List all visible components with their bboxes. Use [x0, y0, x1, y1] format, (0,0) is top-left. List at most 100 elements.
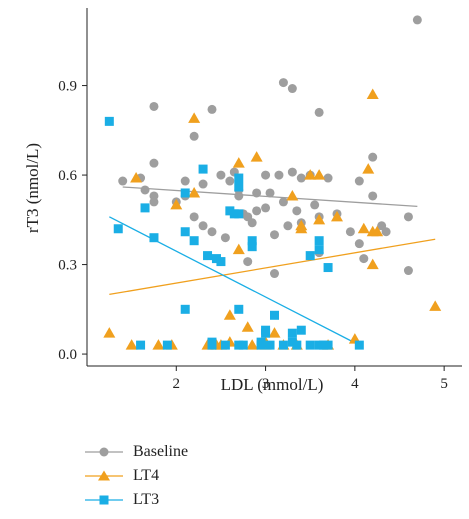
point-lt3-2: [136, 340, 146, 350]
point-lt3-9: [189, 236, 199, 246]
point-lt3-31: [265, 340, 275, 350]
point-baseline-29: [261, 203, 271, 213]
point-lt4-12: [223, 309, 236, 320]
point-baseline-27: [252, 206, 262, 216]
point-baseline-10: [189, 131, 199, 141]
point-baseline-52: [359, 254, 369, 264]
point-lt4-20: [268, 327, 281, 338]
point-baseline-39: [292, 206, 302, 216]
point-lt3-21: [234, 209, 244, 219]
legend-label-baseline: Baseline: [133, 443, 189, 460]
point-baseline-15: [207, 227, 217, 237]
fit-lines-layer: [109, 186, 436, 346]
point-lt4-14: [232, 243, 245, 255]
x-tick-label-0: 2: [173, 376, 181, 392]
legend: Baseline LT4 LT3: [85, 440, 188, 512]
point-lt4-17: [250, 151, 263, 162]
point-lt3-34: [287, 328, 297, 338]
point-lt4-34: [366, 88, 379, 100]
point-lt3-6: [180, 227, 190, 237]
point-lt3-37: [296, 325, 306, 335]
point-lt3-13: [207, 337, 217, 347]
point-lt3-3: [140, 203, 150, 213]
point-baseline-3: [149, 101, 159, 111]
point-lt4-26: [304, 169, 317, 180]
point-baseline-25: [247, 218, 257, 228]
point-lt4-28: [313, 213, 326, 225]
point-lt4-22: [286, 189, 299, 201]
point-baseline-35: [278, 197, 288, 207]
point-lt4-38: [429, 300, 442, 311]
legend-item-lt4: LT4: [85, 464, 188, 488]
point-baseline-30: [265, 188, 275, 198]
point-baseline-2: [140, 185, 150, 195]
point-baseline-56: [381, 227, 391, 237]
point-baseline-53: [368, 152, 378, 162]
point-lt3-22: [234, 304, 244, 314]
point-lt4-6: [188, 112, 201, 123]
point-lt3-8: [180, 304, 190, 314]
point-lt3-5: [162, 340, 172, 350]
y-tick-label-1: 0.3: [58, 258, 77, 274]
point-baseline-33: [274, 170, 284, 180]
point-lt3-36: [292, 340, 302, 350]
point-lt3-38: [305, 340, 315, 350]
point-lt3-44: [323, 263, 333, 273]
point-lt3-7: [180, 188, 190, 198]
point-lt3-19: [234, 173, 244, 183]
point-baseline-4: [149, 158, 159, 168]
point-lt3-15: [216, 257, 226, 267]
x-tick-label-2: 4: [351, 376, 359, 392]
point-baseline-6: [149, 197, 159, 207]
fit-line-lt4: [109, 238, 436, 296]
point-baseline-16: [216, 170, 226, 180]
point-lt4-2: [130, 172, 143, 183]
point-lt3-20: [234, 182, 244, 192]
point-baseline-37: [287, 84, 297, 94]
point-baseline-36: [283, 221, 293, 231]
point-lt4-25: [295, 222, 308, 234]
point-lt3-25: [247, 242, 257, 252]
point-lt4-16: [246, 339, 259, 350]
point-lt4-3: [152, 339, 165, 350]
point-baseline-17: [220, 233, 230, 243]
point-lt3-30: [261, 328, 271, 338]
point-lt3-24: [238, 340, 248, 350]
point-baseline-8: [180, 176, 190, 186]
point-lt3-32: [270, 310, 279, 320]
point-baseline-44: [314, 107, 324, 117]
point-baseline-43: [310, 200, 320, 210]
point-baseline-57: [403, 266, 413, 276]
point-baseline-14: [207, 104, 217, 114]
point-lt4-36: [366, 258, 379, 270]
point-baseline-54: [368, 191, 378, 201]
point-baseline-18: [225, 176, 235, 186]
point-baseline-13: [198, 221, 208, 231]
point-baseline-50: [354, 176, 364, 186]
point-baseline-49: [345, 227, 355, 237]
point-baseline-28: [261, 170, 271, 180]
point-lt3-39: [305, 251, 315, 261]
x-tick-label-1: 3: [262, 376, 270, 392]
y-tick-label-2: 0.6: [58, 168, 77, 184]
point-baseline-12: [198, 179, 208, 189]
point-lt3-28: [256, 337, 266, 347]
point-lt4-33: [362, 163, 375, 174]
point-baseline-31: [270, 230, 279, 240]
legend-label-lt4: LT4: [133, 467, 160, 484]
point-lt3-45: [323, 340, 333, 350]
point-lt3-1: [113, 224, 123, 234]
point-baseline-34: [278, 78, 288, 88]
point-baseline-47: [323, 173, 333, 183]
x-tick-label-3: 5: [440, 376, 448, 392]
point-baseline-59: [412, 15, 422, 25]
point-lt3-11: [203, 251, 213, 261]
point-lt4-37: [371, 225, 384, 237]
point-lt4-5: [170, 198, 183, 210]
fit-line-lt3: [109, 216, 360, 346]
point-lt3-40: [314, 236, 324, 246]
point-baseline-32: [270, 269, 279, 279]
point-lt4-7: [188, 186, 201, 198]
point-lt4-1: [125, 339, 138, 350]
